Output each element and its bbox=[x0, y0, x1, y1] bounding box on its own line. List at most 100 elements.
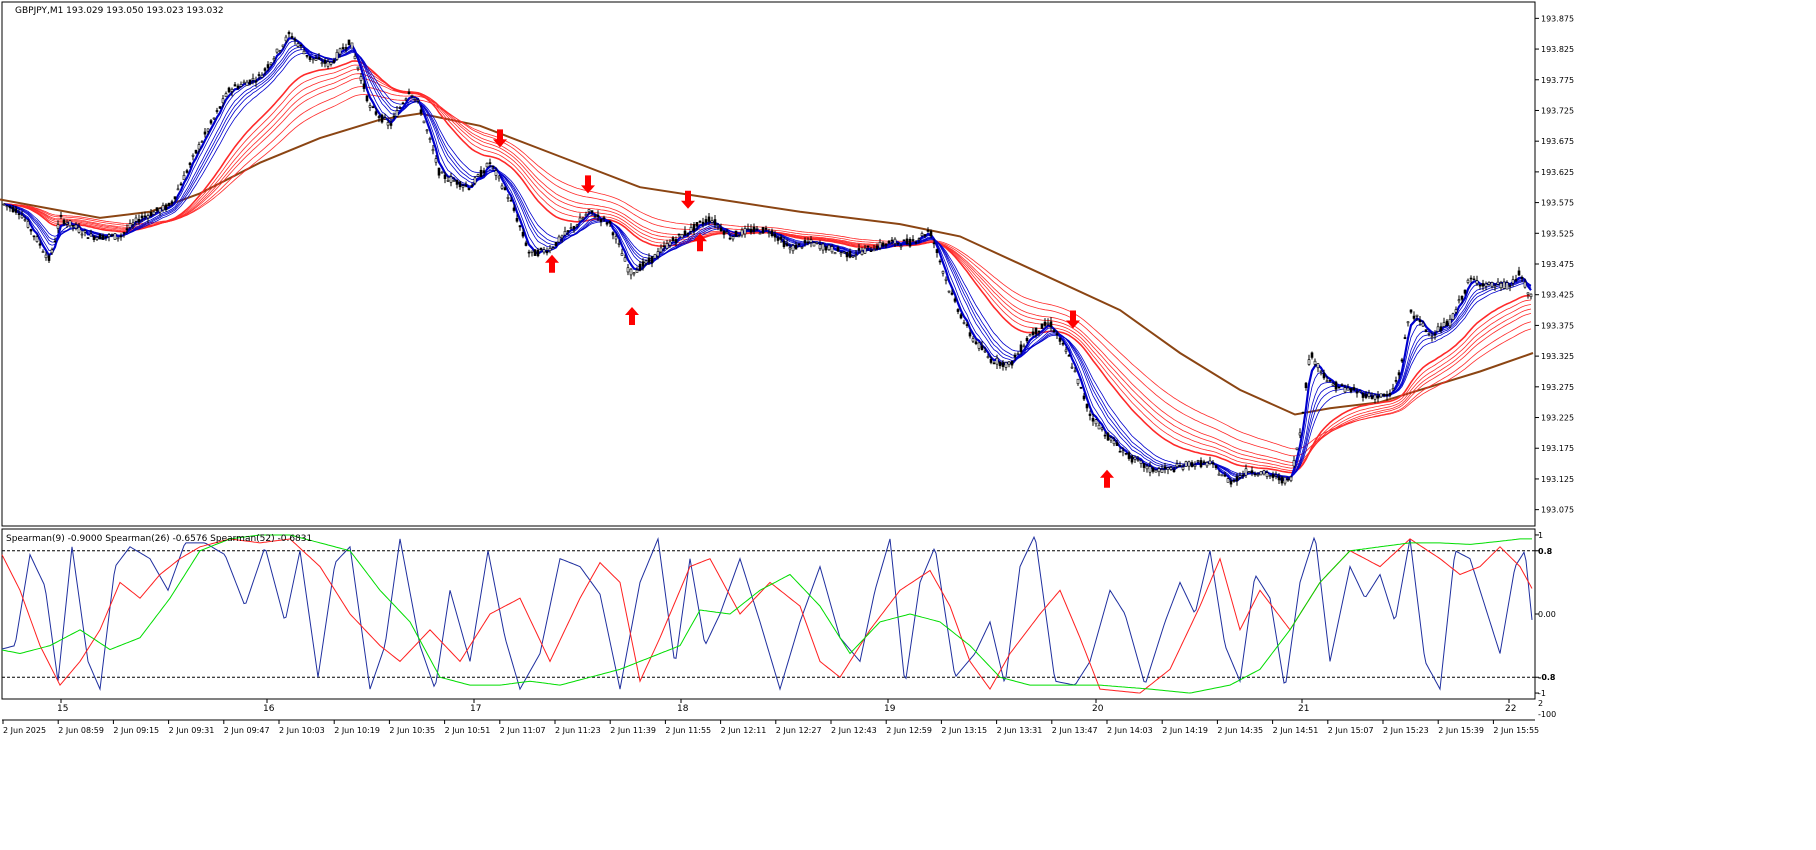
candle-body bbox=[230, 88, 234, 92]
candle bbox=[1037, 330, 1041, 336]
price-tick-label: 193.175 bbox=[1541, 444, 1574, 453]
candle bbox=[566, 230, 570, 236]
candle bbox=[215, 107, 219, 114]
candle bbox=[1376, 391, 1380, 403]
candle bbox=[1523, 278, 1527, 289]
candle bbox=[293, 36, 297, 45]
candle-body bbox=[428, 138, 432, 140]
candle-body bbox=[1493, 285, 1497, 288]
candle-body bbox=[863, 247, 867, 254]
candle-body bbox=[578, 217, 582, 222]
candle-body bbox=[653, 254, 657, 259]
candle bbox=[572, 225, 576, 233]
candle-body bbox=[866, 245, 870, 248]
candle bbox=[20, 210, 24, 219]
time-label: 2 Jun 10:03 bbox=[279, 726, 325, 735]
buy-arrow-icon bbox=[693, 233, 707, 252]
indicator-panel[interactable]: Spearman(9) -0.9000 Spearman(26) -0.6576… bbox=[1, 528, 1536, 700]
candle bbox=[185, 168, 189, 174]
candle bbox=[1163, 462, 1167, 474]
candle-body bbox=[245, 81, 249, 87]
candle bbox=[548, 245, 552, 254]
candle-body bbox=[512, 207, 516, 211]
spearman-line bbox=[1, 538, 1533, 694]
candle bbox=[701, 217, 705, 228]
candle-body bbox=[155, 207, 159, 212]
candle bbox=[1322, 369, 1326, 380]
candle bbox=[32, 235, 36, 241]
candle-body bbox=[1046, 322, 1050, 325]
candle-body bbox=[626, 267, 630, 273]
candle-body bbox=[1094, 419, 1098, 425]
candle-body bbox=[1259, 471, 1263, 476]
candle bbox=[698, 220, 702, 224]
candle bbox=[389, 119, 393, 130]
day-label: 17 bbox=[470, 704, 481, 714]
time-label: 2 Jun 10:19 bbox=[334, 726, 380, 735]
candle bbox=[1025, 336, 1029, 344]
candle bbox=[1466, 278, 1470, 285]
candle bbox=[329, 61, 333, 67]
candle bbox=[938, 259, 942, 265]
candle bbox=[290, 32, 294, 40]
candle bbox=[611, 231, 615, 240]
candle-body bbox=[266, 64, 270, 69]
candle-body bbox=[1502, 281, 1506, 289]
candle bbox=[488, 158, 492, 168]
candle-body bbox=[752, 226, 756, 232]
candle-body bbox=[671, 237, 675, 242]
candle-body bbox=[161, 205, 165, 211]
candle-body bbox=[845, 251, 849, 258]
candle bbox=[1373, 393, 1377, 404]
candle bbox=[17, 209, 21, 220]
candle bbox=[776, 235, 780, 245]
candle bbox=[1145, 464, 1149, 473]
candle bbox=[728, 233, 732, 241]
candle bbox=[1394, 376, 1398, 384]
candle bbox=[752, 223, 756, 235]
candle-body bbox=[344, 47, 348, 49]
candle-body bbox=[1070, 366, 1074, 369]
candle bbox=[560, 234, 564, 243]
candle bbox=[659, 244, 663, 254]
candle-body bbox=[509, 199, 513, 202]
candle bbox=[14, 205, 18, 215]
candle bbox=[908, 237, 912, 248]
candle-body bbox=[875, 245, 879, 250]
candle-body bbox=[1241, 474, 1245, 477]
candle-body bbox=[848, 251, 852, 258]
candle-body bbox=[722, 230, 726, 235]
candle-body bbox=[959, 314, 963, 319]
candle-body bbox=[422, 120, 426, 124]
candle-body bbox=[491, 165, 495, 168]
candle bbox=[242, 79, 246, 84]
candle bbox=[248, 79, 252, 86]
candle bbox=[1193, 461, 1197, 470]
candle-body bbox=[902, 239, 906, 242]
time-label: 2 Jun 15:39 bbox=[1438, 726, 1484, 735]
candle bbox=[311, 58, 315, 64]
candle-body bbox=[1130, 455, 1134, 463]
candle bbox=[1190, 460, 1194, 468]
candle-body bbox=[1289, 476, 1293, 482]
candle-body bbox=[1481, 283, 1485, 287]
candle-body bbox=[1193, 464, 1197, 467]
candle-body bbox=[500, 185, 504, 189]
candle-body bbox=[1079, 386, 1083, 389]
candle bbox=[584, 211, 588, 217]
candle bbox=[47, 253, 51, 264]
candle-body bbox=[1163, 466, 1167, 469]
indicator-tick-label: -0.8 bbox=[1538, 673, 1556, 682]
candle bbox=[1304, 382, 1308, 391]
candle-body bbox=[1103, 434, 1107, 437]
candle-body bbox=[971, 338, 975, 342]
candle-body bbox=[1370, 395, 1374, 399]
candle-body bbox=[905, 238, 909, 245]
candle-body bbox=[1154, 469, 1158, 473]
candle bbox=[1139, 460, 1143, 468]
buy-arrow-icon bbox=[545, 254, 559, 273]
candle-body bbox=[206, 128, 210, 132]
sell-arrow-icon bbox=[581, 175, 595, 194]
main-price-panel[interactable]: GBPJPY,M1 193.029 193.050 193.023 193.03… bbox=[0, 1, 1536, 527]
